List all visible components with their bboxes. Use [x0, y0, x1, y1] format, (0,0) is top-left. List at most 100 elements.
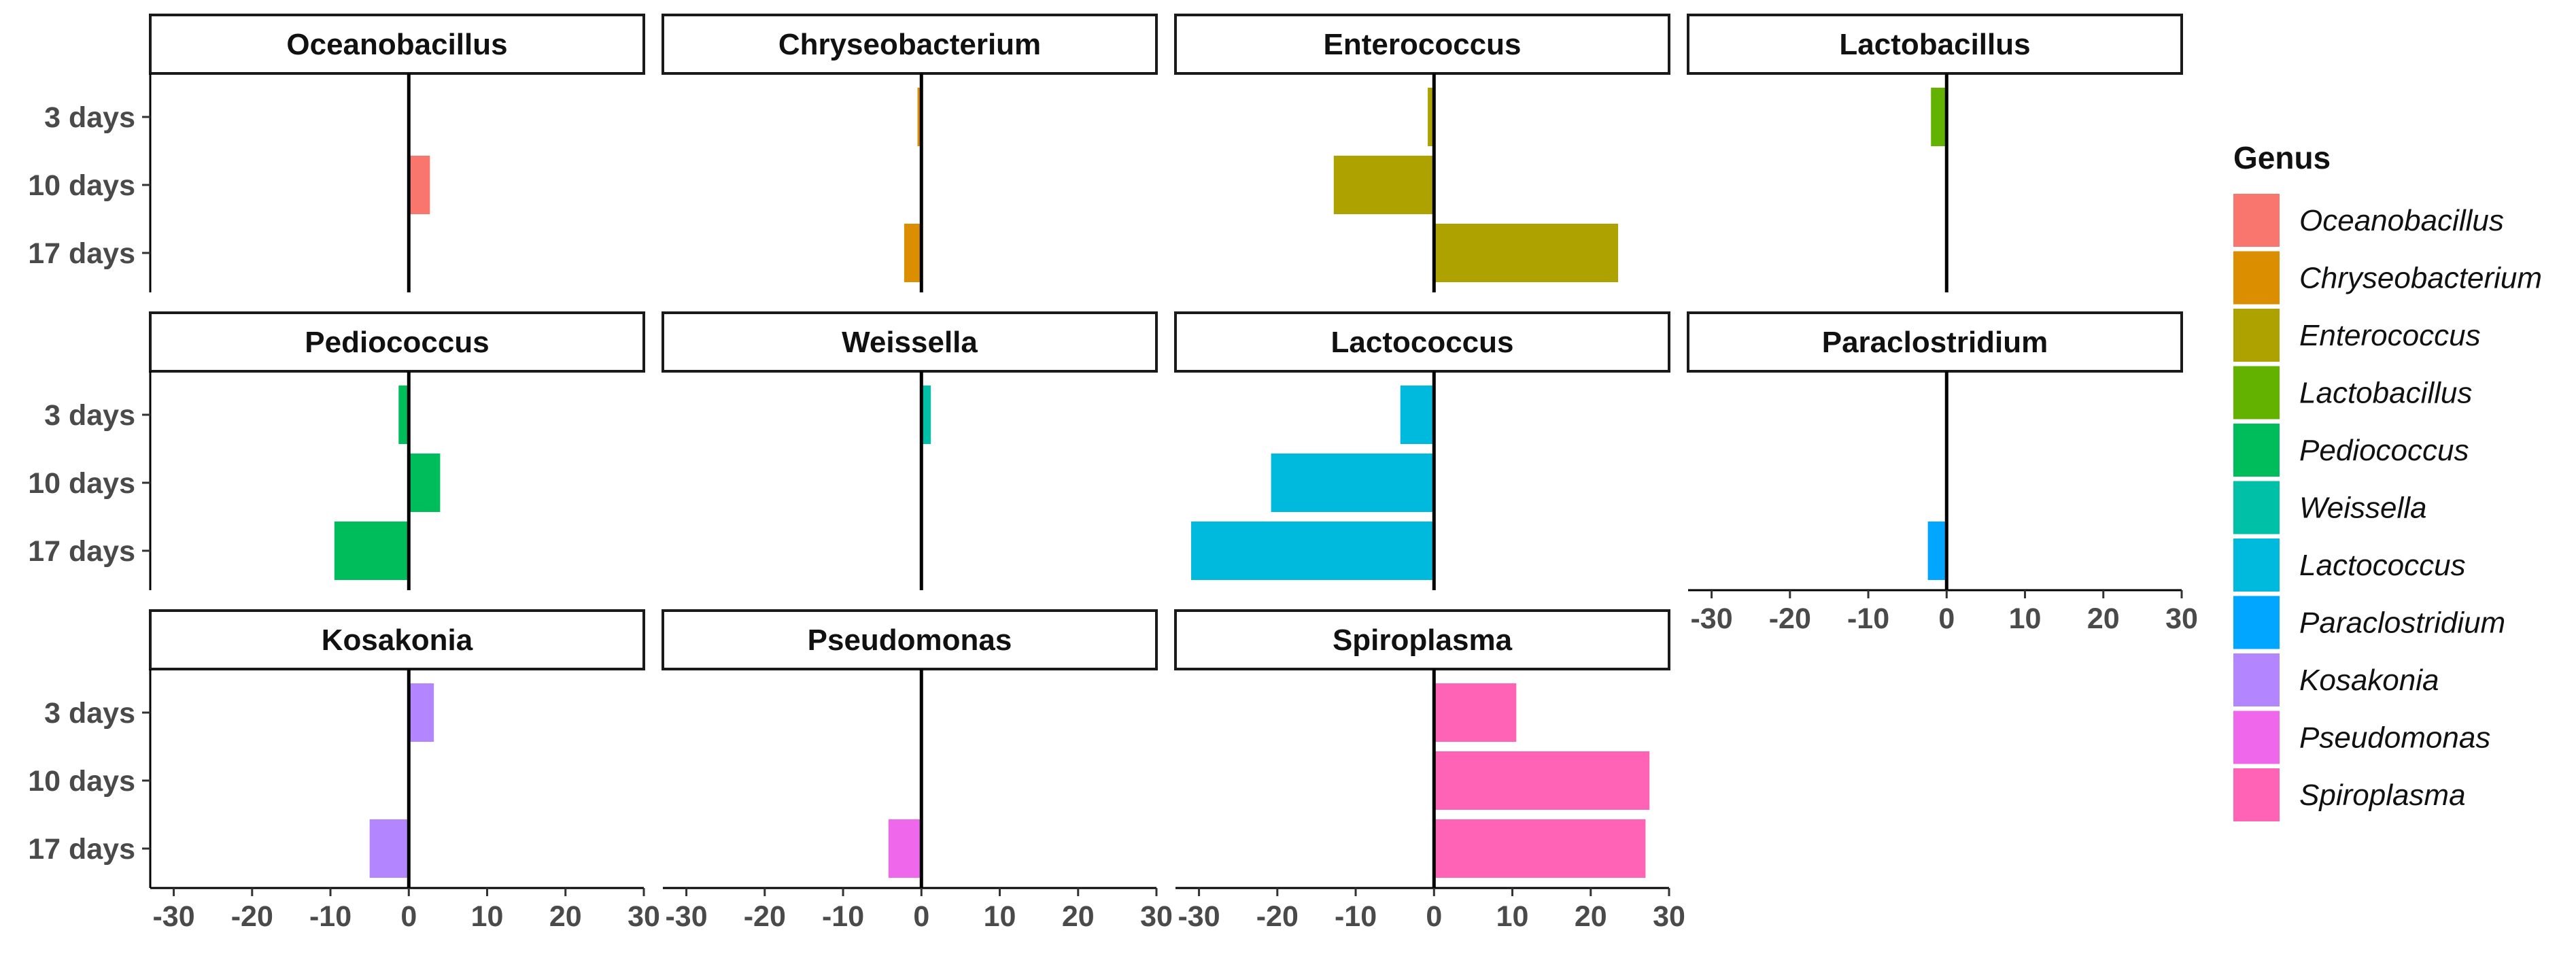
x-tick-label-pseudomonas-2: -10: [822, 900, 864, 933]
y-tick-label-pediococcus-17-days: 17 days: [28, 535, 135, 568]
bar-pseudomonas-17-days: [888, 819, 922, 878]
bar-chryseobacterium-17-days: [904, 224, 922, 282]
bar-pediococcus-3-days: [398, 386, 409, 444]
x-tick-label-paraclostridium-2: -10: [1847, 602, 1889, 635]
bar-paraclostridium-17-days: [1927, 522, 1947, 580]
x-tick-label-paraclostridium-4: 10: [2009, 602, 2042, 635]
y-tick-label-oceanobacillus-3-days: 3 days: [44, 101, 135, 134]
legend-key-pseudomonas: [2233, 711, 2280, 764]
bar-lactococcus-3-days: [1400, 386, 1435, 444]
strip-label-pseudomonas: Pseudomonas: [808, 624, 1012, 657]
legend-label-lactobacillus: Lactobacillus: [2299, 377, 2472, 410]
x-tick-label-spiroplasma-5: 20: [1575, 900, 1607, 933]
y-tick-label-pediococcus-3-days: 3 days: [44, 399, 135, 432]
y-tick-label-kosakonia-17-days: 17 days: [28, 833, 135, 866]
x-tick-label-pseudomonas-6: 30: [1140, 900, 1173, 933]
bar-lactococcus-10-days: [1271, 454, 1435, 512]
strip-label-kosakonia: Kosakonia: [322, 624, 473, 657]
strip-lactobacillus: [1687, 14, 2183, 75]
x-tick-label-spiroplasma-1: -20: [1256, 900, 1299, 933]
x-tick-label-paraclostridium-5: 20: [2087, 602, 2120, 635]
x-tick-label-kosakonia-0: -30: [152, 900, 194, 933]
x-tick-label-paraclostridium-1: -20: [1769, 602, 1811, 635]
legend-key-kosakonia: [2233, 653, 2280, 706]
x-tick-label-kosakonia-5: 20: [549, 900, 582, 933]
legend-key-spiroplasma: [2233, 768, 2280, 821]
legend-key-chryseobacterium: [2233, 251, 2280, 305]
strip-weissella: [662, 311, 1158, 373]
legend-key-lactobacillus: [2233, 366, 2280, 420]
legend-title: Genus: [2233, 140, 2331, 175]
y-tick-label-oceanobacillus-10-days: 10 days: [28, 169, 135, 202]
x-tick-label-pseudomonas-1: -20: [744, 900, 786, 933]
y-tick-label-kosakonia-10-days: 10 days: [28, 765, 135, 798]
bar-spiroplasma-17-days: [1434, 819, 1646, 878]
x-tick-label-spiroplasma-4: 10: [1496, 900, 1529, 933]
strip-label-weissella: Weissella: [842, 326, 978, 359]
x-tick-label-paraclostridium-6: 30: [2165, 602, 2198, 635]
x-tick-label-kosakonia-3: 0: [400, 900, 417, 933]
y-tick-label-pediococcus-10-days: 10 days: [28, 467, 135, 500]
x-tick-label-pseudomonas-5: 20: [1062, 900, 1095, 933]
y-tick-label-oceanobacillus-17-days: 17 days: [28, 237, 135, 270]
bar-weissella-3-days: [921, 386, 931, 444]
strip-label-enterococcus: Enterococcus: [1324, 28, 1522, 61]
strip-kosakonia: [149, 609, 645, 670]
strip-label-lactobacillus: Lactobacillus: [1839, 28, 2030, 61]
bar-kosakonia-3-days: [409, 683, 434, 742]
bar-lactobacillus-3-days: [1931, 88, 1947, 146]
bar-chryseobacterium-3-days: [917, 88, 922, 146]
legend-label-chryseobacterium: Chryseobacterium: [2299, 262, 2542, 295]
strip-spiroplasma: [1174, 609, 1670, 670]
legend-label-paraclostridium: Paraclostridium: [2299, 607, 2505, 640]
x-tick-label-spiroplasma-6: 30: [1653, 900, 1685, 933]
legend-key-paraclostridium: [2233, 596, 2280, 649]
strip-oceanobacillus: [149, 14, 645, 75]
strip-chryseobacterium: [662, 14, 1158, 75]
x-tick-label-kosakonia-6: 30: [628, 900, 660, 933]
bar-enterococcus-3-days: [1428, 88, 1435, 146]
legend-label-oceanobacillus: Oceanobacillus: [2299, 204, 2504, 237]
bar-spiroplasma-3-days: [1434, 683, 1517, 742]
strip-label-oceanobacillus: Oceanobacillus: [286, 28, 507, 61]
strip-lactococcus: [1174, 311, 1670, 373]
legend-label-spiroplasma: Spiroplasma: [2299, 779, 2466, 812]
legend-key-oceanobacillus: [2233, 194, 2280, 247]
bar-enterococcus-10-days: [1333, 156, 1435, 214]
strip-pediococcus: [149, 311, 645, 373]
y-tick-label-kosakonia-3-days: 3 days: [44, 697, 135, 730]
x-tick-label-pseudomonas-4: 10: [984, 900, 1016, 933]
legend-label-pseudomonas: Pseudomonas: [2299, 721, 2490, 755]
x-tick-label-spiroplasma-0: -30: [1178, 900, 1220, 933]
x-tick-label-kosakonia-1: -20: [231, 900, 273, 933]
legend-key-lactococcus: [2233, 539, 2280, 592]
bar-oceanobacillus-10-days: [409, 156, 430, 214]
legend-label-kosakonia: Kosakonia: [2299, 664, 2439, 697]
x-tick-label-spiroplasma-2: -10: [1335, 900, 1377, 933]
facet-panels: Oceanobacillus 3 days 10 days 17 days Chryse…: [28, 14, 2198, 933]
x-tick-label-paraclostridium-3: 0: [1938, 602, 1955, 635]
legend-key-enterococcus: [2233, 309, 2280, 362]
x-tick-label-pseudomonas-0: -30: [665, 900, 707, 933]
x-tick-label-spiroplasma-3: 0: [1426, 900, 1442, 933]
bar-kosakonia-17-days: [369, 819, 409, 878]
legend: Genus Oceanobacillus Chryseobacterium Ente…: [2233, 140, 2542, 821]
bar-spiroplasma-10-days: [1434, 751, 1650, 810]
bar-enterococcus-17-days: [1434, 224, 1619, 282]
strip-enterococcus: [1174, 14, 1670, 75]
strip-label-paraclostridium: Paraclostridium: [1822, 326, 2048, 359]
strip-label-pediococcus: Pediococcus: [305, 326, 489, 359]
legend-key-pediococcus: [2233, 424, 2280, 477]
x-tick-label-kosakonia-4: 10: [471, 900, 504, 933]
strip-paraclostridium: [1687, 311, 2183, 373]
legend-label-pediococcus: Pediococcus: [2299, 434, 2469, 467]
bar-lactococcus-17-days: [1191, 522, 1435, 580]
strip-pseudomonas: [662, 609, 1158, 670]
bar-pediococcus-10-days: [409, 454, 441, 512]
legend-label-weissella: Weissella: [2299, 492, 2426, 525]
bar-pediococcus-17-days: [334, 522, 409, 580]
x-tick-label-kosakonia-2: -10: [309, 900, 351, 933]
legend-label-enterococcus: Enterococcus: [2299, 319, 2481, 352]
x-tick-label-pseudomonas-3: 0: [913, 900, 929, 933]
